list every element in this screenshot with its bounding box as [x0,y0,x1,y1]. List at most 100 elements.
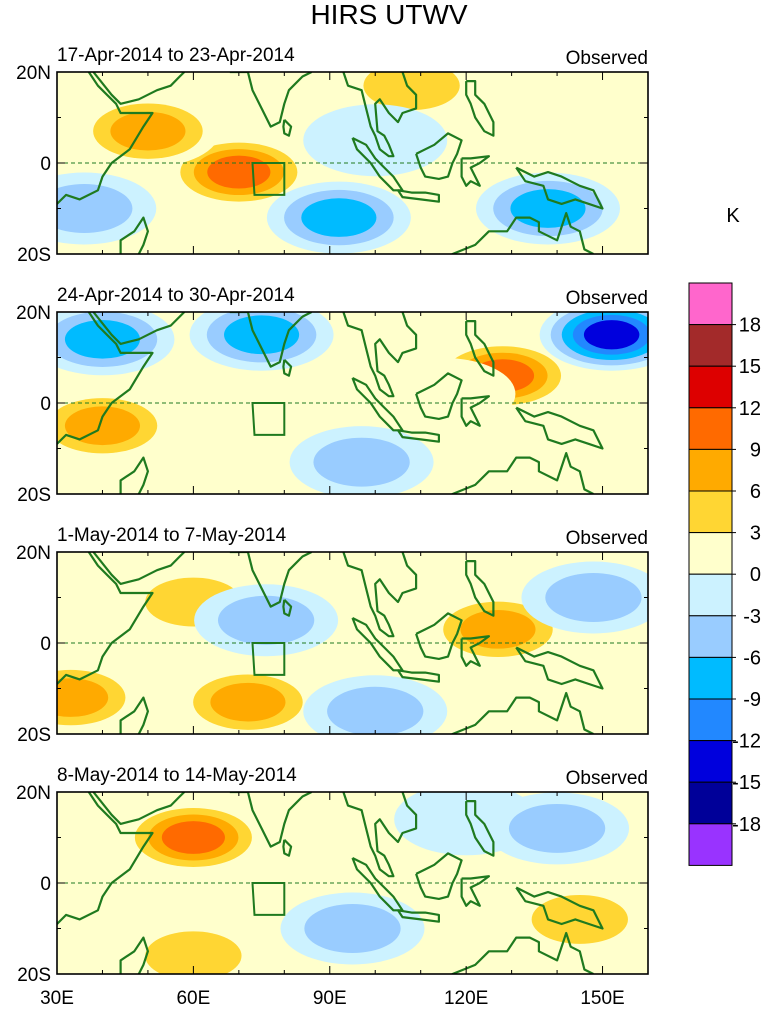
colorbar-label: 15 [739,356,761,378]
coastline [92,552,186,585]
coastline [119,936,149,974]
lat-label: 0 [40,634,51,655]
anomaly-contour [583,320,640,350]
coastline [460,635,490,667]
lat-label: 20N [16,303,51,324]
target-region-box [251,642,286,676]
panel-period: 8-May-2014 to 14-May-2014 [57,765,297,786]
coastline [92,792,186,825]
panel-period: 17-Apr-2014 to 23-Apr-2014 [57,45,295,66]
coastline [282,599,293,617]
anomaly-contour [57,678,109,717]
anomaly-field [57,72,648,254]
coastline [465,80,495,137]
anomaly-contour [301,198,377,237]
coastline [282,119,293,137]
map-panel: 20N 0 20S 1-May-2014 to 7-May-2014 Observed [16,525,649,746]
coastline [515,886,604,930]
coastline [57,792,154,925]
lat-label: 20S [17,965,51,986]
coastline [515,166,604,210]
lat-label: 20S [17,485,51,506]
coastline [397,189,440,203]
lat-label: 20N [16,543,51,564]
coastline [282,839,293,857]
coastline [342,792,418,878]
coastline [465,560,495,617]
coastline [460,875,490,907]
map-panel: 20N 0 20S 24-Apr-2014 to 30-Apr-2014 Observe… [16,285,649,506]
colorbar-swatch [688,324,733,367]
coastline [229,72,313,128]
anomaly-contour [371,357,516,430]
colorbar-swatch [688,490,733,534]
anomaly-field [57,312,648,494]
colorbar-swatch [688,740,733,783]
coastline [465,320,495,377]
colorbar-swatch [688,282,733,326]
coastline [229,312,313,368]
coastline [465,800,495,857]
panel-tag: Observed [566,288,648,309]
anomaly-field [57,792,648,974]
coastline [119,456,149,494]
coastlines [57,312,604,494]
colorbar-swatch [688,448,733,492]
target-region-box [251,402,286,436]
figure-title: HIRS UTWV [310,0,468,30]
coastline [515,646,604,690]
colorbar-label: -12 [732,731,761,753]
anomaly-contour [57,184,133,233]
coastline [450,452,594,494]
target-region-box [251,882,286,916]
anomaly-contour [303,104,448,177]
coastline [342,312,418,398]
anomaly-contour [110,111,186,151]
coastline [460,155,490,187]
colorbar-label: -3 [743,606,761,628]
anomaly-contour [210,682,286,722]
colorbar-swatch [688,698,733,742]
lon-label: 150E [580,988,624,1009]
colorbar-swatch [688,365,733,409]
coastline [57,552,154,685]
anomaly-contour [313,437,410,487]
anomaly-contour [510,189,586,228]
colorbar-label: 12 [739,398,761,420]
lat-label: 20N [16,63,51,84]
panel-tag: Observed [566,528,648,549]
anomaly-contour [145,931,242,974]
lon-label: 30E [40,988,74,1009]
panel-period: 24-Apr-2014 to 30-Apr-2014 [57,285,295,306]
coastline [397,669,440,683]
colorbar: K 18 15 12 9 6 3 0 -3 -6 -9 -12 -15 -18 [688,205,761,866]
panel-tag: Observed [566,48,648,69]
colorbar-label: 9 [750,439,761,461]
lat-label: 0 [40,874,51,895]
coastlines [57,72,604,254]
colorbar-label: -6 [743,647,761,669]
target-region-box [251,162,286,196]
lat-label: 20S [17,725,51,746]
coastline [282,359,293,377]
coastlines [57,552,604,734]
coastline [92,312,186,345]
coastline [450,931,594,974]
coastline [342,552,418,638]
panel-period: 1-May-2014 to 7-May-2014 [57,525,287,546]
coastline [415,612,463,660]
coastline [57,312,154,445]
coastline [119,696,149,734]
coastline [450,212,594,254]
anomaly-contour [207,155,271,189]
anomaly-contour [304,904,401,953]
anomaly-contour [545,573,642,622]
anomaly-contour [460,610,536,649]
anomaly-contour [224,315,300,355]
colorbar-swatch [688,823,733,866]
colorbar-swatch [688,407,733,450]
coastline [342,72,418,158]
anomaly-field [57,552,648,734]
colorbar-swatch [688,615,733,658]
